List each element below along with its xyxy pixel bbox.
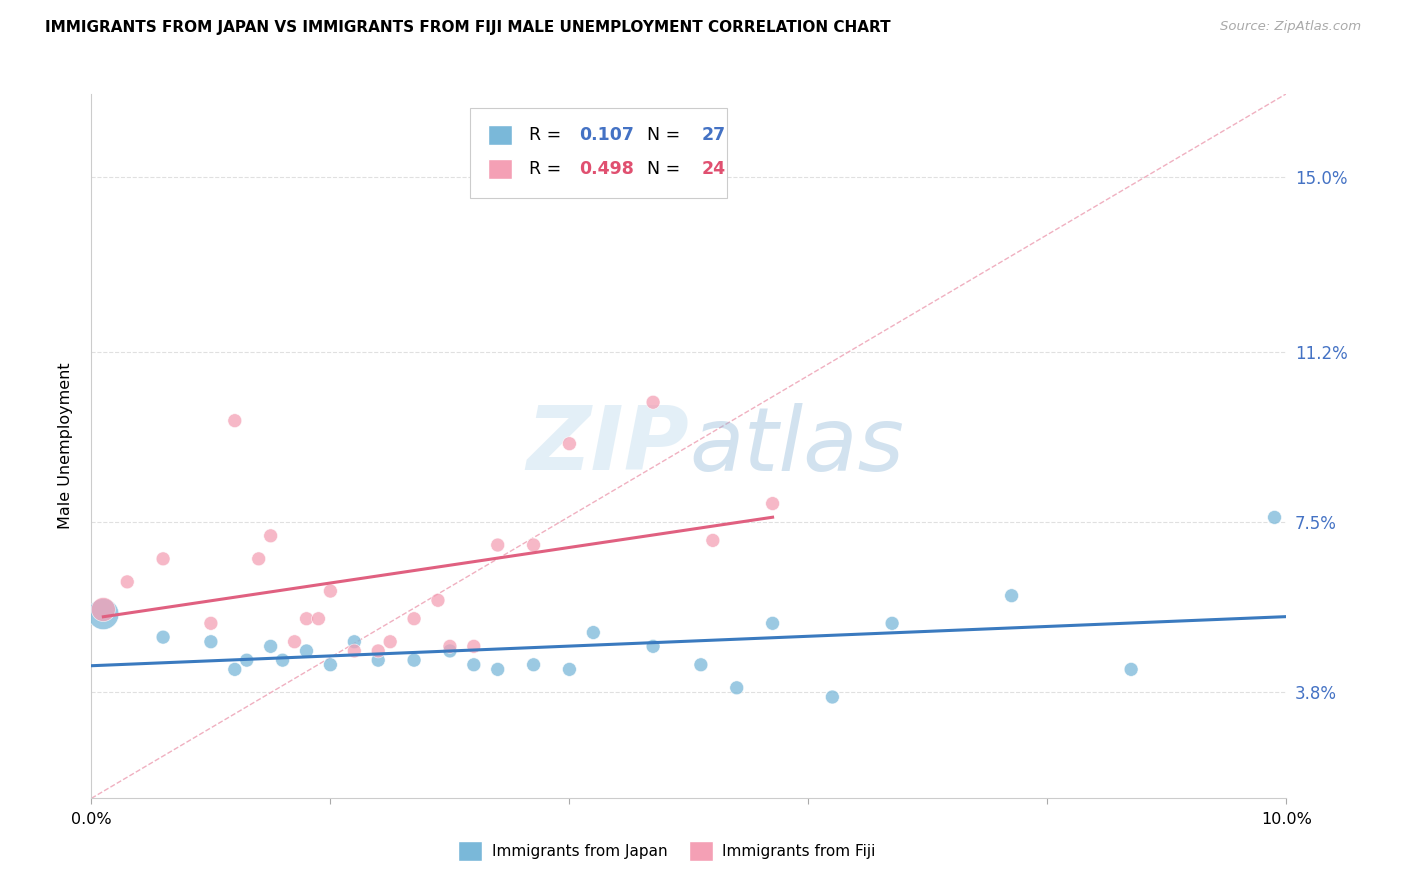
Text: R =: R = bbox=[529, 127, 567, 145]
Point bbox=[319, 584, 342, 599]
Point bbox=[200, 634, 222, 648]
FancyBboxPatch shape bbox=[458, 841, 482, 861]
Point bbox=[152, 630, 174, 644]
Text: N =: N = bbox=[637, 160, 686, 178]
Point bbox=[1119, 662, 1142, 676]
Point bbox=[486, 662, 509, 676]
Point bbox=[1264, 510, 1286, 524]
Point bbox=[641, 640, 665, 654]
Point bbox=[486, 538, 509, 552]
Point bbox=[762, 497, 785, 511]
Point bbox=[523, 538, 546, 552]
Point bbox=[235, 653, 259, 667]
Point bbox=[558, 662, 581, 676]
Point bbox=[367, 644, 389, 658]
Text: IMMIGRANTS FROM JAPAN VS IMMIGRANTS FROM FIJI MALE UNEMPLOYMENT CORRELATION CHAR: IMMIGRANTS FROM JAPAN VS IMMIGRANTS FROM… bbox=[45, 20, 890, 35]
FancyBboxPatch shape bbox=[470, 108, 727, 198]
Point bbox=[439, 640, 461, 654]
Point bbox=[463, 640, 485, 654]
Point bbox=[702, 533, 724, 548]
Point bbox=[200, 616, 222, 631]
Text: 24: 24 bbox=[702, 160, 727, 178]
Point bbox=[762, 616, 785, 631]
Text: 0.107: 0.107 bbox=[579, 127, 634, 145]
Point bbox=[93, 607, 115, 621]
FancyBboxPatch shape bbox=[488, 159, 512, 179]
Point bbox=[295, 612, 318, 626]
Point bbox=[1001, 589, 1024, 603]
Point bbox=[439, 644, 461, 658]
Point bbox=[93, 602, 115, 616]
Point bbox=[284, 634, 307, 648]
Text: N =: N = bbox=[637, 127, 686, 145]
Point bbox=[880, 616, 904, 631]
Point bbox=[367, 653, 389, 667]
Point bbox=[343, 644, 366, 658]
Point bbox=[582, 625, 605, 640]
Text: Immigrants from Japan: Immigrants from Japan bbox=[492, 844, 668, 859]
Point bbox=[523, 657, 546, 672]
Point bbox=[271, 653, 294, 667]
Point bbox=[307, 612, 329, 626]
Point bbox=[115, 574, 138, 589]
Text: 27: 27 bbox=[702, 127, 727, 145]
Point bbox=[725, 681, 748, 695]
Point bbox=[319, 657, 342, 672]
Point bbox=[463, 657, 485, 672]
Point bbox=[404, 612, 426, 626]
Text: Immigrants from Fiji: Immigrants from Fiji bbox=[723, 844, 876, 859]
Point bbox=[689, 657, 711, 672]
Point bbox=[224, 414, 246, 428]
FancyBboxPatch shape bbox=[488, 126, 512, 145]
Text: R =: R = bbox=[529, 160, 567, 178]
FancyBboxPatch shape bbox=[689, 841, 713, 861]
Point bbox=[224, 662, 246, 676]
Point bbox=[259, 529, 281, 543]
Text: ZIP: ZIP bbox=[526, 402, 689, 490]
Y-axis label: Male Unemployment: Male Unemployment bbox=[58, 363, 73, 529]
Point bbox=[427, 593, 450, 607]
Point bbox=[295, 644, 318, 658]
Point bbox=[558, 436, 581, 450]
Text: 0.498: 0.498 bbox=[579, 160, 634, 178]
Point bbox=[247, 552, 270, 566]
Point bbox=[404, 653, 426, 667]
Point bbox=[259, 640, 281, 654]
Text: Source: ZipAtlas.com: Source: ZipAtlas.com bbox=[1220, 20, 1361, 33]
Point bbox=[152, 552, 174, 566]
Text: atlas: atlas bbox=[689, 403, 904, 489]
Point bbox=[641, 395, 665, 409]
Point bbox=[343, 634, 366, 648]
Point bbox=[821, 690, 844, 704]
Point bbox=[380, 634, 402, 648]
